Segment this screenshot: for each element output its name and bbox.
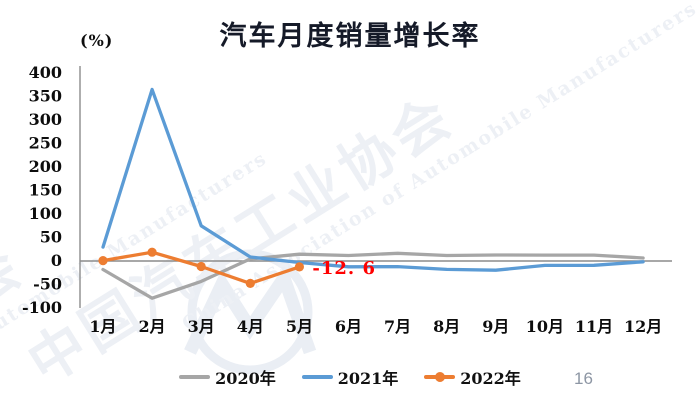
x-tick-label: 7月	[384, 317, 411, 336]
x-tick-label: 2月	[139, 317, 166, 336]
x-tick-label: 11月	[575, 317, 613, 336]
legend-label: 2021年	[337, 369, 399, 388]
y-tick-label: 250	[29, 134, 62, 153]
x-tick-label: 10月	[526, 317, 564, 336]
series-marker-2022年	[196, 261, 206, 272]
x-tick-label: 6月	[335, 317, 362, 336]
legend-item-2020: 2020年	[179, 365, 276, 389]
series-marker-2022年	[147, 247, 157, 257]
legend-line-swatch	[179, 375, 211, 379]
x-tick-label: 3月	[188, 317, 215, 336]
series-line-2021年	[101, 87, 645, 272]
y-tick-label: -100	[22, 298, 62, 317]
page-title: 汽车月度销量增长率	[219, 21, 481, 52]
x-tick-label: 4月	[237, 317, 264, 336]
y-tick-label: -50	[33, 275, 62, 294]
y-tick-label: 350	[29, 87, 62, 106]
legend-label: 2022年	[460, 369, 521, 388]
y-tick-label: 100	[29, 204, 62, 223]
legend-item-2022: 2022年	[424, 365, 521, 389]
series-marker-2022年	[98, 256, 108, 266]
x-tick-label: 9月	[482, 317, 509, 336]
legend-label: 2020年	[215, 369, 276, 388]
y-tick-label: 400	[29, 63, 62, 82]
x-tick-label: 5月	[286, 317, 313, 336]
chart-legend: 2020年 2021年 2022年	[0, 365, 700, 389]
y-tick-label: 0	[51, 251, 62, 270]
annotation-value: -12. 6	[312, 258, 376, 279]
y-tick-label: 150	[29, 181, 62, 200]
x-tick-label: 12月	[624, 317, 662, 336]
x-tick-label: 1月	[89, 317, 116, 336]
series-marker-2022年	[294, 262, 304, 272]
legend-item-2021: 2021年	[301, 365, 399, 389]
x-tick-label: 8月	[433, 317, 460, 336]
y-tick-label: 200	[29, 157, 62, 176]
y-tick-label: 50	[40, 228, 62, 247]
page-number: 16	[574, 369, 593, 388]
y-axis-unit-label: (%)	[80, 31, 114, 50]
series-marker-2022年	[245, 278, 255, 288]
legend-line-swatch	[424, 372, 456, 382]
legend-line-swatch	[301, 375, 333, 379]
y-tick-label: 300	[29, 110, 62, 129]
